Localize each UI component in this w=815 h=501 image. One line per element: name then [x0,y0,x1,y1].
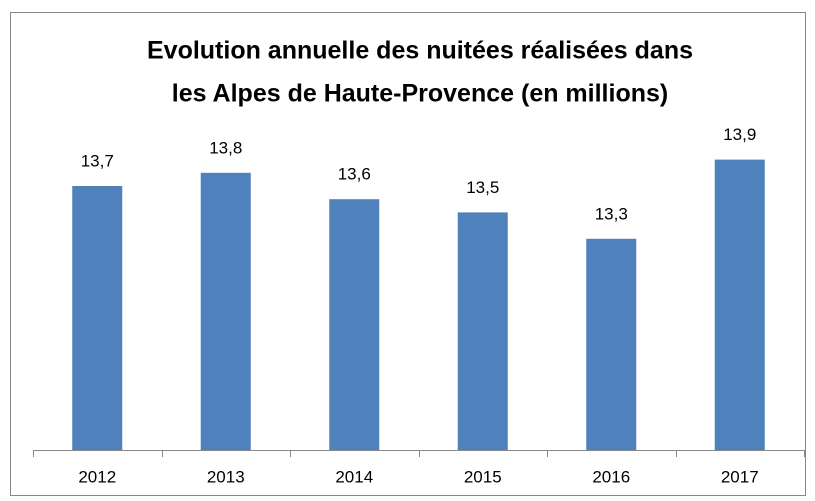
data-label: 13,8 [209,138,242,157]
x-tick-label: 2014 [335,467,373,486]
bar [714,159,765,450]
chart-border [10,12,806,496]
x-tick-label: 2013 [207,467,245,486]
bar [72,186,123,450]
x-tick-label: 2016 [592,467,630,486]
x-tick-label: 2012 [78,467,116,486]
data-label: 13,9 [723,125,756,144]
chart-title: les Alpes de Haute-Provence (en millions… [172,80,668,108]
bar [586,238,637,450]
x-tick-label: 2017 [721,467,759,486]
data-label: 13,3 [595,204,628,223]
bar [329,199,380,450]
x-tick-label: 2015 [464,467,502,486]
data-label: 13,6 [338,165,371,184]
chart-title: Evolution annuelle des nuitées réalisées… [147,37,693,65]
bar [457,212,508,450]
data-label: 13,7 [81,151,114,170]
bar [200,172,251,451]
data-label: 13,5 [466,178,499,197]
